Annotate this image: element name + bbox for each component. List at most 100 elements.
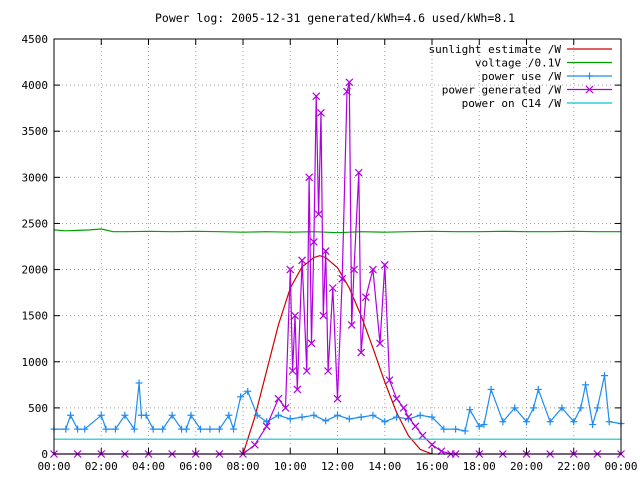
point-power-generated-w-b [298,256,306,265]
point-power-use-w [334,411,341,419]
point-power-generated-w [338,274,347,283]
point-power-generated-w-b [361,293,370,302]
point-power-generated-w [305,173,314,182]
point-power-generated-w [399,403,408,412]
legend-label-power-generated-w: power generated /W [442,84,562,97]
point-power-use-w [577,404,585,412]
point-power-generated-w-b [302,367,311,375]
point-power-use-w [589,420,597,428]
point-power-use-w [593,404,601,412]
point-power-generated-w-b [343,87,351,96]
point-power-generated-w [392,394,401,403]
point-power-generated-w [291,311,299,320]
point-power-use-w [62,425,70,433]
point-power-generated-w [428,440,436,449]
point-power-generated-w [357,348,366,357]
point-power-generated-w [418,431,427,440]
point-power-generated-w-b [357,348,366,357]
point-power-generated-w [281,403,290,412]
point-power-generated-w-b [250,440,259,449]
point-power-use-w [142,411,150,419]
point-power-use-w [600,372,608,380]
point-power-use-w [393,413,401,421]
point-power-generated-w [345,78,354,87]
point-power-use-w [81,425,89,433]
x-tick-label: 20:00 [510,460,543,473]
point-power-generated-w-b [376,339,384,348]
point-power-generated-w-b [274,394,283,403]
y-tick-label: 0 [41,448,48,461]
series-line-power-generated-w [54,81,621,455]
point-power-use-w [130,425,138,433]
point-power-generated-w-b [369,265,377,274]
point-power-generated-w-b [350,265,358,274]
point-power-use-w [230,425,238,433]
point-power-use-w [310,411,318,419]
point-power-use-w [534,385,542,393]
point-power-use-w [286,415,294,423]
legend-label-power-use-w: power use /W [482,70,562,83]
point-power-generated-w [411,422,420,431]
point-power-use-w [499,418,507,426]
x-axis-ticks: 00:00 02:00 04:00 06:00 08:00 10:00 12:00 14:00… [37,39,638,473]
point-power-generated-w-b [309,237,318,246]
point-power-generated-w [328,284,337,292]
point-power-generated-w [298,256,306,265]
legend-marker-power-generated-w [585,85,594,94]
point-power-generated-w [314,210,323,219]
point-power-use-w [121,411,129,419]
point-power-use-w [97,411,105,419]
point-power-use-w [487,385,495,393]
point-power-use-w [357,413,365,421]
point-power-use-w [102,425,110,433]
legend-label-sunlight-estimate-w: sunlight estimate /W [429,43,562,56]
point-power-use-w [461,427,469,435]
point-power-generated-w-b [338,274,347,283]
point-power-generated-w-b [418,431,427,440]
point-power-use-w [475,422,483,430]
point-power-generated-w-b [307,339,316,348]
x-tick-label: 04:00 [132,460,165,473]
point-power-use-w [440,425,448,433]
point-power-use-w [274,411,282,419]
point-power-generated-w [343,87,351,96]
point-power-use-w [605,418,613,426]
point-power-generated-w [385,376,394,385]
point-power-generated-w [321,247,330,256]
point-power-generated-w [309,237,318,246]
point-power-generated-w [262,422,271,431]
point-power-generated-w-b [262,422,271,431]
point-power-generated-w [319,311,328,320]
point-power-generated-w-b [328,284,337,292]
point-power-generated-w-b [404,413,413,422]
y-tick-label: 1500 [22,310,49,323]
point-power-use-w [381,418,389,426]
point-power-use-w [322,417,330,425]
point-power-generated-w-b [347,320,356,329]
x-tick-label: 06:00 [179,460,212,473]
legend-label-voltage-0-1v: voltage /0.1V [475,57,561,70]
point-power-generated-w [333,394,342,403]
point-power-generated-w [404,413,413,422]
point-power-use-w [244,387,252,395]
point-power-use-w [253,411,261,419]
point-power-generated-w-b [305,173,314,182]
point-power-use-w [546,418,554,426]
point-power-use-w [452,425,460,433]
y-tick-label: 3500 [22,125,49,138]
point-power-generated-w [369,265,377,274]
y-tick-label: 3000 [22,171,49,184]
point-power-generated-w [293,385,302,394]
point-power-use-w [369,411,377,419]
y-tick-label: 2500 [22,217,49,230]
point-power-use-w [558,404,566,412]
point-power-generated-w [361,293,370,302]
point-power-use-w [206,425,214,433]
point-power-generated-w-b [288,367,297,375]
point-power-use-w [67,411,75,419]
y-tick-label: 1000 [22,356,49,369]
series-line-sunlight-estimate-w [242,255,433,455]
x-tick-label: 10:00 [274,460,307,473]
point-power-use-w [480,420,488,428]
